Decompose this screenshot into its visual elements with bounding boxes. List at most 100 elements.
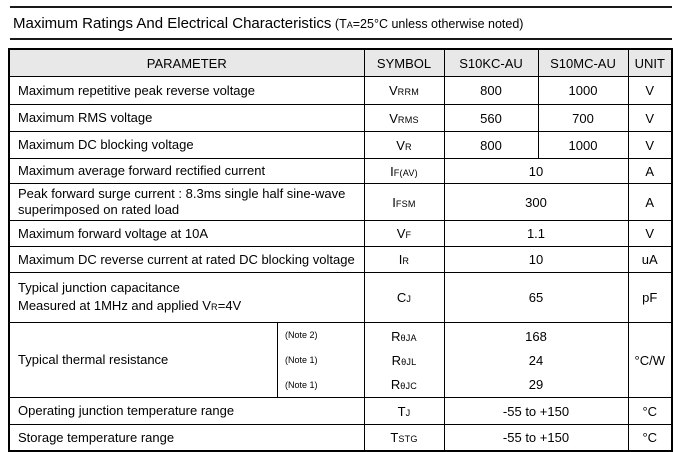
symbol-cell: CJ [363,272,445,323]
parameter-text: Typical thermal resistance [18,352,169,367]
unit-cell: pF [627,272,673,323]
unit-cell: V [627,76,673,105]
parameter-cell: Maximum DC blocking voltage [8,131,365,159]
value-cell: -55 to +150 [443,424,629,452]
title-condition-post: =25°C unless otherwise noted) [352,17,524,31]
parameter-text: Typical junction capacitance [18,280,180,295]
value-text: 24 [528,352,544,368]
symbol-text: IR [398,252,410,267]
header-s10mc-au: S10MC-AU [537,48,629,77]
unit-cell: °C [627,397,673,425]
parameter-text: Maximum RMS voltage [18,110,153,125]
value-cell: 1000 [537,76,629,105]
parameter-cell: Maximum RMS voltage [8,104,365,132]
parameter-cell: Operating junction temperature range [8,397,365,425]
symbol-text: VRRM [389,83,419,98]
table-row: Peak forward surge current : 8.3ms singl… [8,183,673,221]
value-cell: 300 [443,183,629,221]
symbol-cell: TSTG [363,424,445,452]
parameter-cell: Typical junction capacitance Measured at … [8,272,365,323]
header-symbol: SYMBOL [363,48,445,77]
header-s10kc-au: S10KC-AU [443,48,539,77]
symbol-cell: RθJA RθJL RθJC [363,322,445,398]
table-row: Maximum DC blocking voltage VR 800 1000 V [8,131,673,159]
note-ref: (Note 1) [285,355,318,365]
symbol-text: IF(AV) [390,163,418,179]
value-cell: 168 24 29 [443,322,629,398]
parameter-text: Storage temperature range [18,429,175,445]
parameter-cell: Maximum DC reverse current at rated DC b… [8,246,365,273]
parameter-text: Maximum forward voltage at 10A [18,225,209,241]
parameter-cell: Storage temperature range [8,424,365,452]
parameter-cell: Typical thermal resistance (Note 2) (Note … [8,322,365,398]
table-row: Storage temperature range TSTG -55 to +150… [8,424,673,452]
table-row: Maximum RMS voltage VRMS 560 700 V [8,104,673,132]
symbol-text: RθJC [390,376,418,392]
parameter-text: Maximum DC blocking voltage [18,137,194,152]
parameter-cell: Maximum average forward rectified curren… [8,158,365,184]
table-row: Maximum repetitive peak reverse voltage V… [8,76,673,105]
note-ref: (Note 2) [285,330,318,341]
title-underline-rule [10,38,672,40]
symbol-cell: IFSM [363,183,445,221]
table-row: Typical junction capacitance Measured at … [8,272,673,323]
unit-cell: A [627,158,673,184]
table-row: Typical thermal resistance (Note 2) (Note … [8,322,673,398]
symbol-text: VR [396,137,412,153]
value-cell: 800 [443,131,539,159]
symbol-cell: VRRM [363,76,445,105]
value-cell: 800 [443,76,539,105]
symbol-text: VRMS [389,110,419,126]
unit-cell: V [627,131,673,159]
symbol-text: VF [396,226,412,241]
symbol-text: TSTG [390,430,418,445]
symbol-text: RθJA [391,328,417,344]
header-row: PARAMETER SYMBOL S10KC-AU S10MC-AU UNIT [8,48,673,77]
table-row: Maximum DC reverse current at rated DC b… [8,246,673,273]
symbol-cell: TJ [363,397,445,425]
value-cell: -55 to +150 [443,397,629,425]
unit-cell: V [627,104,673,132]
notes-subcolumn: (Note 2) (Note 1) (Note 1) [277,323,364,397]
value-text: 168 [525,328,547,344]
symbol-cell: VF [363,220,445,247]
value-text: 29 [528,376,544,392]
symbol-cell: VRMS [363,104,445,132]
parameter-text: Maximum DC reverse current at rated DC b… [18,251,355,267]
unit-cell: °C/W [627,322,673,398]
parameter-cell: Maximum forward voltage at 10A [8,220,365,247]
symbol-text: IFSM [392,194,416,210]
parameter-text: Operating junction temperature range [18,403,235,418]
title-condition-sub: A [346,20,353,30]
value-cell: 65 [443,272,629,323]
symbol-text: CJ [396,290,412,305]
value-cell: 560 [443,104,539,132]
value-cell: 1.1 [443,220,629,247]
parameter-text: Maximum repetitive peak reverse voltage [18,82,255,98]
note-ref: (Note 1) [285,379,318,390]
title-main: Maximum Ratings And Electrical Character… [13,15,332,32]
table-row: Operating junction temperature range TJ -5… [8,397,673,425]
symbol-cell: VR [363,131,445,159]
parameter-text: Measured at 1MHz and applied VR=4V [18,298,242,313]
symbol-cell: IF(AV) [363,158,445,184]
parameter-cell: Maximum repetitive peak reverse voltage [8,76,365,105]
parameter-text: Maximum average forward rectified curren… [18,163,266,178]
table-row: Maximum average forward rectified curren… [8,158,673,184]
ratings-table: PARAMETER SYMBOL S10KC-AU S10MC-AU UNIT … [8,48,673,452]
parameter-cell: Peak forward surge current : 8.3ms singl… [8,183,365,221]
symbol-text: TJ [397,403,411,419]
unit-cell: A [627,183,673,221]
header-parameter: PARAMETER [8,48,365,77]
value-cell: 700 [537,104,629,132]
parameter-text: Peak forward surge current : 8.3ms singl… [18,186,346,217]
page-title: Maximum Ratings And Electrical Character… [13,15,679,32]
unit-cell: V [627,220,673,247]
value-cell: 10 [443,246,629,273]
title-condition-pre: (T [334,17,347,31]
header-unit: UNIT [627,48,673,77]
title-condition: (TA=25°C unless otherwise noted) [331,17,524,31]
unit-cell: °C [627,424,673,452]
unit-cell: uA [627,246,673,273]
symbol-text: RθJL [391,352,417,368]
